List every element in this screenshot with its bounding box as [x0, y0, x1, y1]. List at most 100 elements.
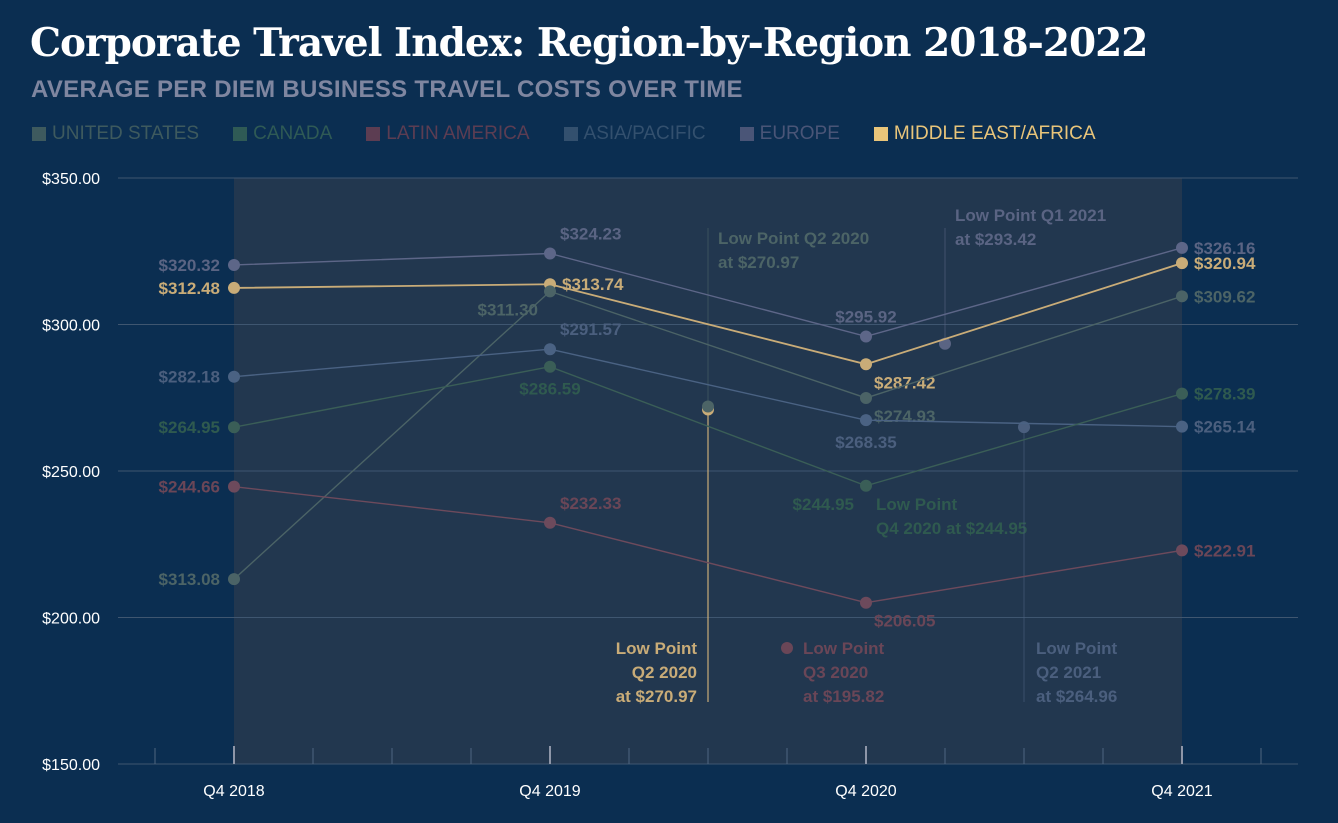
data-point [1176, 387, 1188, 400]
annotation-line: at $293.42 [955, 230, 1036, 249]
annotation-line: at $270.97 [718, 253, 799, 272]
annotation-dot [781, 642, 793, 654]
annotation-line: Low Point [876, 495, 958, 514]
series-united-states: $313.08 $311.30 $274.93 $309.62 [159, 285, 1255, 589]
annotation-text: Low Point Q2 2020 at $270.97 [718, 229, 869, 272]
y-tick-label: $200.00 [42, 611, 100, 628]
legend-label: CANADA [253, 123, 333, 144]
y-tick-label: $150.00 [42, 757, 100, 774]
data-label: $313.74 [562, 275, 624, 294]
data-point [544, 343, 556, 356]
data-point [860, 330, 872, 343]
legend-item-middle-east-africa[interactable]: MIDDLE EAST/AFRICA [873, 123, 1096, 145]
data-point [1176, 290, 1188, 303]
legend-item-canada[interactable]: CANADA [233, 123, 332, 145]
annotation-line: at $270.97 [616, 687, 697, 706]
legend-label: EUROPE [759, 123, 840, 144]
x-tick-label: Q4 2020 [835, 783, 896, 800]
data-label: $222.91 [1194, 541, 1255, 560]
data-point [228, 281, 240, 294]
data-label: $265.14 [1194, 418, 1256, 437]
chart-title: Corporate Travel Index: Region-by-Region… [30, 20, 1148, 66]
annotation-line: Q2 2021 [1036, 663, 1101, 682]
legend-label: MIDDLE EAST/AFRICA [893, 123, 1096, 144]
chart-subtitle: AVERAGE PER DIEM BUSINESS TRAVEL COSTS O… [31, 76, 743, 103]
series-asia-pacific: $282.18 $291.57 $268.35 $265.14 [159, 320, 1256, 452]
annotation-asia-pacific: Low Point Q2 2021 at $264.96 [1018, 421, 1118, 706]
data-point [1176, 241, 1188, 254]
series-line-asia-pacific [233, 348, 1183, 428]
data-point [544, 285, 556, 298]
data-point [228, 258, 240, 271]
annotation-text: Low Point Q1 2021 at $293.42 [955, 206, 1106, 249]
data-label: $295.92 [835, 307, 896, 326]
annotation-united-states: Low Point Q2 2020 at $270.97 [702, 228, 869, 413]
legend-item-asia-pacific[interactable]: ASIA/PACIFIC [563, 123, 706, 145]
legend-item-europe[interactable]: EUROPE [739, 123, 840, 145]
data-label: $311.30 [477, 300, 538, 319]
y-tick-label: $250.00 [42, 464, 100, 481]
legend-swatch [366, 127, 381, 141]
series-line-europe [233, 247, 1183, 338]
data-label: $326.16 [1194, 239, 1255, 258]
y-tick-label: $350.00 [42, 171, 100, 188]
annotation-line: Q2 2020 [632, 663, 697, 682]
legend-swatch [739, 127, 754, 141]
data-point [860, 596, 872, 609]
x-tick-label: Q4 2021 [1151, 783, 1212, 800]
legend-item-latin-america[interactable]: LATIN AMERICA [366, 123, 530, 145]
series-line-latin-america [233, 485, 1183, 604]
data-point [544, 360, 556, 373]
data-label: $313.08 [159, 570, 220, 589]
legend-swatch [873, 127, 888, 141]
data-label: $206.05 [874, 612, 935, 631]
annotation-line: at $264.96 [1036, 687, 1117, 706]
data-label: $291.57 [560, 320, 621, 339]
data-point [860, 414, 872, 427]
data-label: $320.32 [159, 256, 220, 275]
x-tick-label: Q4 2018 [203, 783, 264, 800]
x-tick-label: Q4 2019 [519, 783, 580, 800]
legend-item-united-states[interactable]: UNITED STATES [32, 123, 199, 145]
legend-label: UNITED STATES [52, 123, 200, 144]
data-point [544, 516, 556, 529]
series-latin-america: $244.66 $232.33 $206.05 $222.91 [159, 478, 1256, 631]
data-point [228, 573, 240, 586]
annotation-latin-america: Low Point Q3 2020 at $195.82 [781, 639, 885, 706]
data-point [228, 370, 240, 383]
annotation-canada: Low Point Q4 2020 at $244.95 [876, 495, 1027, 538]
series-middle-east-africa: $312.48 $313.74 $287.42 $320.94 [159, 254, 1256, 392]
legend-swatch [233, 127, 248, 141]
data-label: $278.39 [1194, 385, 1255, 404]
data-label: $268.35 [835, 433, 896, 452]
y-tick-label: $300.00 [42, 318, 100, 335]
data-label: $286.59 [519, 380, 580, 399]
data-label: $244.66 [159, 478, 220, 497]
annotation-line: Low Point [1036, 639, 1118, 658]
series-line-united-states [233, 290, 1183, 580]
data-point [860, 479, 872, 492]
data-label: $274.93 [874, 407, 935, 426]
series-line-middle-east-africa [233, 262, 1183, 366]
data-label: $264.95 [159, 418, 220, 437]
data-point [860, 358, 872, 371]
data-label: $287.42 [874, 373, 935, 392]
legend-label: ASIA/PACIFIC [583, 123, 706, 144]
annotation-line: Low Point [616, 639, 698, 658]
annotation-line: Low Point Q2 2020 [718, 229, 869, 248]
annotation-line: Low Point [803, 639, 885, 658]
chart-legend: UNITED STATES CANADA LATIN AMERICA ASIA/PAC… [32, 123, 1130, 145]
series-europe: $320.32 $324.23 $295.92 $326.16 [159, 225, 1255, 343]
annotation-dot [1018, 421, 1030, 434]
annotation-text: Low Point Q3 2020 at $195.82 [803, 639, 885, 706]
data-label: $309.62 [1194, 287, 1255, 306]
annotation-dot [702, 400, 714, 413]
series-line-canada [233, 365, 1183, 487]
data-point [544, 247, 556, 260]
data-label: $320.94 [1194, 254, 1256, 273]
annotation-line: Q4 2020 at $244.95 [876, 519, 1027, 538]
legend-swatch [32, 127, 46, 141]
annotation-text: Low Point Q4 2020 at $244.95 [876, 495, 1027, 538]
